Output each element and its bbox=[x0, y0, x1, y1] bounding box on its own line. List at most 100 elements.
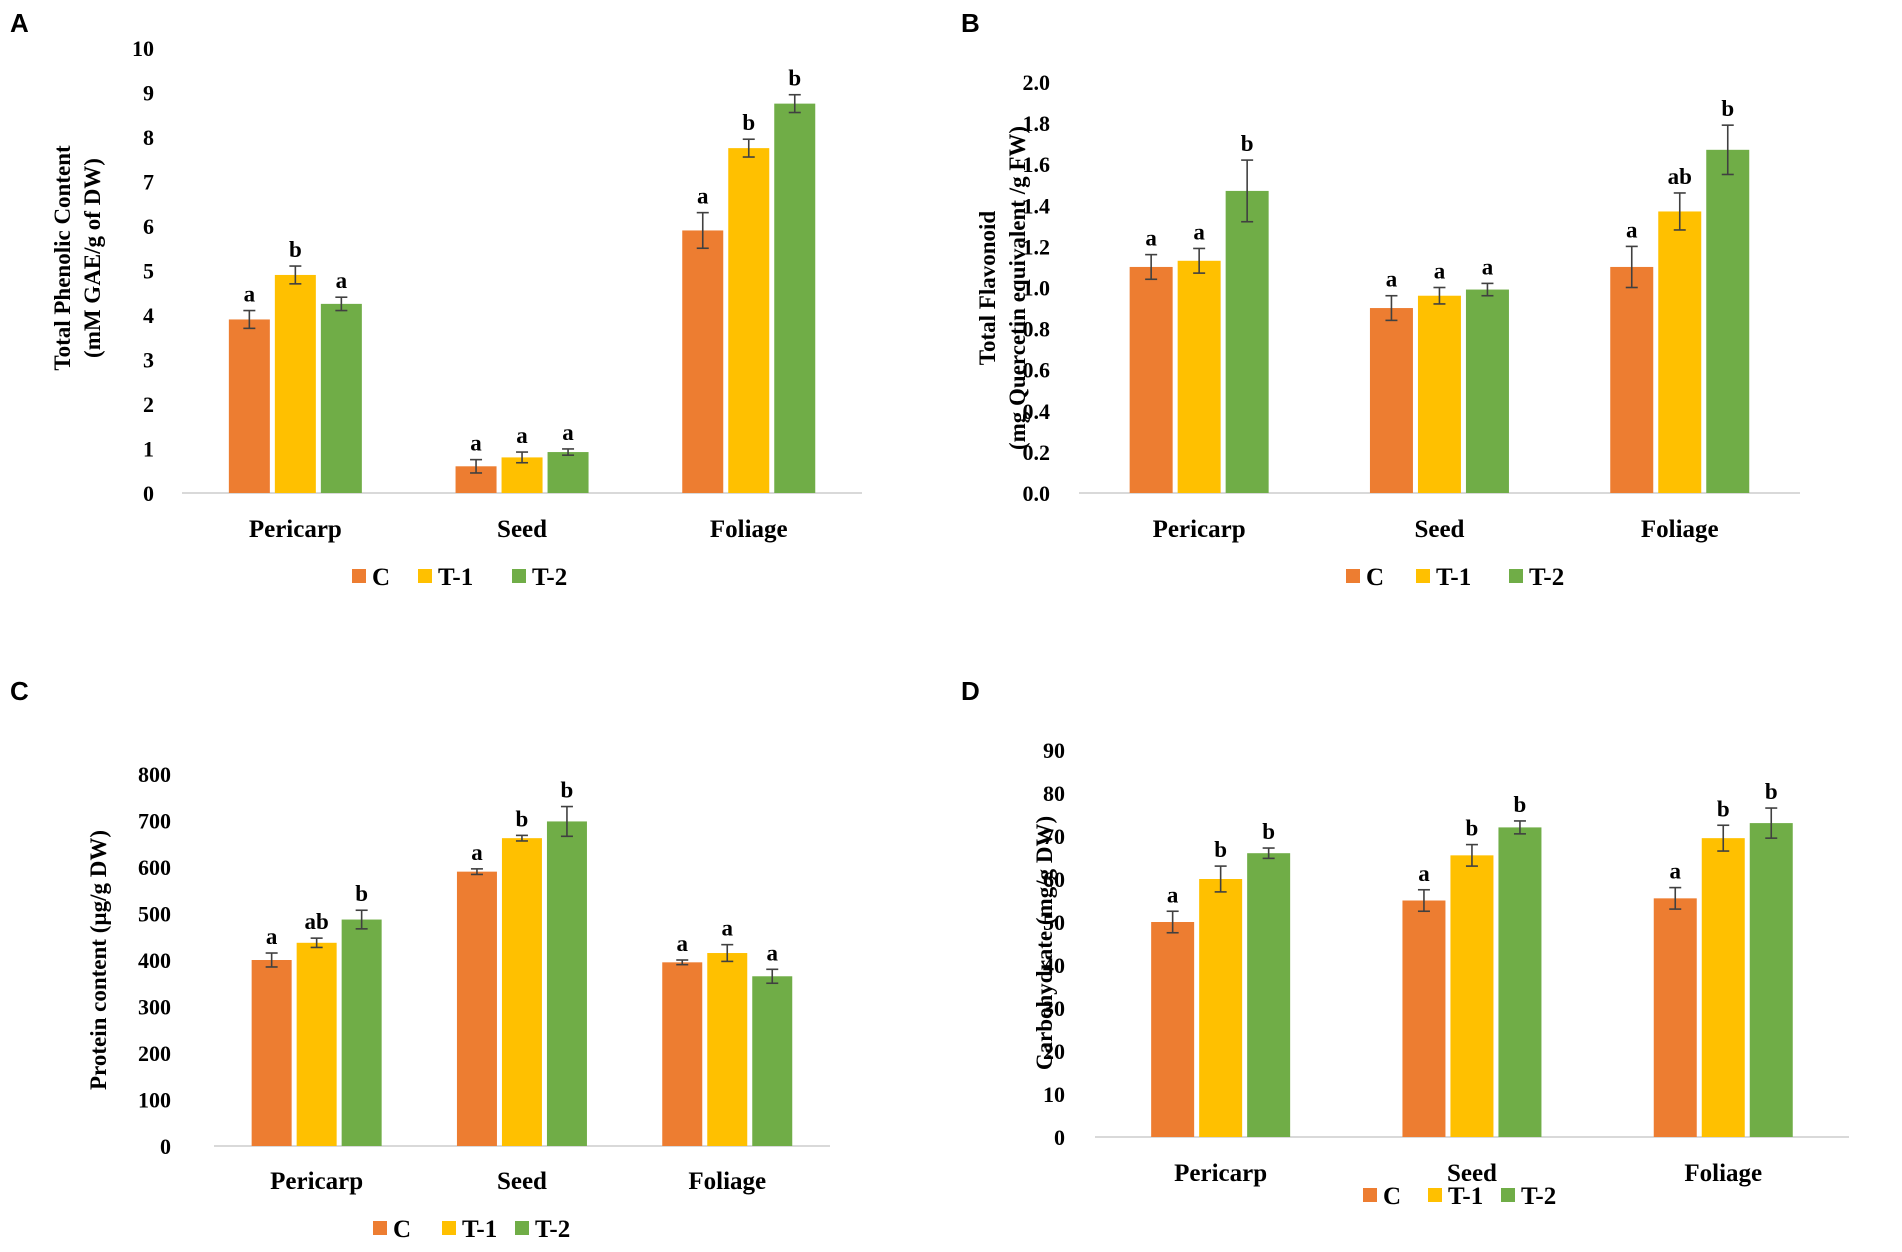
y-tick-label: 0.4 bbox=[1023, 399, 1051, 424]
bar-t-1-seed bbox=[1417, 295, 1461, 493]
bar-c-pericarp bbox=[1151, 922, 1195, 1137]
significance-label: a bbox=[722, 916, 734, 941]
significance-label: a bbox=[1626, 217, 1638, 242]
panel-label-c: C bbox=[10, 676, 29, 706]
panel-label-a: A bbox=[10, 8, 29, 38]
significance-label: b bbox=[1721, 96, 1734, 121]
significance-label: a bbox=[697, 184, 709, 209]
y-tick-label: 400 bbox=[138, 948, 171, 973]
significance-label: a bbox=[470, 431, 482, 456]
y-tick-label: 9 bbox=[143, 81, 154, 106]
y-tick-label: 10 bbox=[132, 36, 154, 61]
bar-t-1-foliage bbox=[707, 953, 748, 1146]
bar-t-1-seed bbox=[501, 838, 542, 1146]
legend-swatch-t-1 bbox=[1416, 569, 1430, 583]
y-tick-label: 90 bbox=[1043, 738, 1065, 763]
significance-label: b bbox=[1262, 819, 1275, 844]
panel-label-d: D bbox=[961, 676, 980, 706]
y-tick-label: 80 bbox=[1043, 781, 1065, 806]
y-tick-label: 1.2 bbox=[1023, 234, 1051, 259]
chart-b-svg: B 0.0 0.2 0.4 0.6 0.8 1.0 1.2 1.4 1.6 1.8 2.0 Total … bbox=[961, 8, 1800, 591]
bar-t-2-seed bbox=[546, 821, 587, 1146]
bar-t-2-seed bbox=[1465, 289, 1509, 493]
significance-label: b bbox=[516, 806, 529, 831]
chart-a-svg: A 0 1 2 3 4 5 6 7 8 9 10 Total Phenolic Content (mM G… bbox=[10, 8, 862, 591]
y-tick-label: 2 bbox=[143, 392, 154, 417]
significance-label: a bbox=[336, 268, 348, 293]
y-tick-label: 60 bbox=[1043, 867, 1065, 892]
bar-t-2-foliage bbox=[1706, 149, 1750, 493]
legend-swatch-t-1 bbox=[418, 569, 432, 583]
bar-t-2-pericarp bbox=[320, 303, 362, 493]
chart-c-svg: C 0 100 200 300 400 500 600 700 800 Protein conten… bbox=[10, 676, 830, 1243]
significance-label: a bbox=[516, 423, 528, 448]
y-tick-label: 600 bbox=[138, 855, 171, 880]
y-tick-label: 1.6 bbox=[1023, 152, 1051, 177]
y-axis-title: Protein content (µg/g DW) bbox=[86, 830, 111, 1090]
legend-label-t-1: T-1 bbox=[462, 1216, 497, 1243]
bar-t-1-pericarp bbox=[274, 274, 316, 493]
significance-label: b bbox=[1466, 816, 1479, 841]
significance-label: b bbox=[1214, 837, 1227, 862]
y-tick-label: 0.0 bbox=[1023, 481, 1051, 506]
legend-label-t-1: T-1 bbox=[1448, 1183, 1483, 1210]
x-tick-label-seed: Seed bbox=[497, 1168, 547, 1195]
significance-label: a bbox=[1167, 882, 1179, 907]
y-tick-label: 300 bbox=[138, 995, 171, 1020]
y-tick-label: 700 bbox=[138, 809, 171, 834]
legend-swatch-t-1 bbox=[442, 1221, 456, 1235]
bar-t-1-seed bbox=[1450, 855, 1494, 1137]
y-tick-label: 40 bbox=[1043, 953, 1065, 978]
significance-label: a bbox=[266, 924, 278, 949]
y-axis-title: (mg Quercetin equivalent /g FW) bbox=[1005, 126, 1030, 450]
y-tick-label: 0.8 bbox=[1023, 317, 1051, 342]
y-tick-label: 5 bbox=[143, 259, 154, 284]
y-tick-label: 0 bbox=[1054, 1125, 1065, 1150]
significance-label: ab bbox=[305, 909, 329, 934]
y-tick-label: 4 bbox=[143, 303, 154, 328]
x-tick-label-seed: Seed bbox=[1414, 516, 1464, 543]
bar-t-2-pericarp bbox=[341, 919, 382, 1146]
legend-swatch-c bbox=[1346, 569, 1360, 583]
y-tick-label: 7 bbox=[143, 170, 154, 195]
bar-t-1-pericarp bbox=[296, 942, 337, 1146]
bar-t-2-foliage bbox=[774, 103, 816, 493]
legend-label-c: C bbox=[393, 1216, 411, 1243]
significance-label: b bbox=[1241, 131, 1254, 156]
bar-t-1-foliage bbox=[1658, 211, 1702, 493]
x-tick-label-foliage: Foliage bbox=[1641, 516, 1719, 543]
significance-label: a bbox=[562, 420, 574, 445]
bar-c-foliage bbox=[662, 962, 703, 1146]
legend-label-c: C bbox=[372, 564, 390, 591]
significance-label: b bbox=[1514, 792, 1527, 817]
legend-swatch-c bbox=[352, 569, 366, 583]
legend-swatch-t-2 bbox=[515, 1221, 529, 1235]
legend-label-t-2: T-2 bbox=[1521, 1183, 1556, 1210]
legend-label-c: C bbox=[1383, 1183, 1401, 1210]
y-tick-label: 100 bbox=[138, 1088, 171, 1113]
y-tick-label: 500 bbox=[138, 902, 171, 927]
panel-d: D 0 10 20 30 40 50 60 70 80 90 Carbohydrate (mg/g D… bbox=[951, 676, 1901, 1252]
y-tick-label: 1.0 bbox=[1023, 276, 1051, 301]
significance-label: b bbox=[1765, 779, 1778, 804]
legend-swatch-c bbox=[1363, 1188, 1377, 1202]
y-axis-title: Carbohydrate (mg/g DW) bbox=[1032, 816, 1057, 1070]
bar-c-seed bbox=[1402, 900, 1446, 1137]
legend-label-t-1: T-1 bbox=[438, 564, 473, 591]
significance-label: a bbox=[244, 282, 256, 307]
bar-t-2-seed bbox=[547, 452, 589, 493]
bar-c-pericarp bbox=[1129, 266, 1173, 493]
panel-c: C 0 100 200 300 400 500 600 700 800 Protein conten… bbox=[0, 676, 950, 1252]
legend-swatch-c bbox=[373, 1221, 387, 1235]
bar-t-1-foliage bbox=[728, 148, 770, 493]
y-tick-label: 800 bbox=[138, 762, 171, 787]
bar-t-2-foliage bbox=[752, 976, 793, 1146]
bar-t-1-pericarp bbox=[1177, 260, 1221, 493]
x-tick-label-seed: Seed bbox=[1447, 1160, 1497, 1187]
significance-label: b bbox=[742, 110, 755, 135]
significance-label: a bbox=[1418, 861, 1430, 886]
y-tick-label: 8 bbox=[143, 125, 154, 150]
bar-t-2-seed bbox=[1498, 827, 1542, 1137]
bar-c-foliage bbox=[1610, 266, 1654, 493]
y-tick-label: 50 bbox=[1043, 910, 1065, 935]
